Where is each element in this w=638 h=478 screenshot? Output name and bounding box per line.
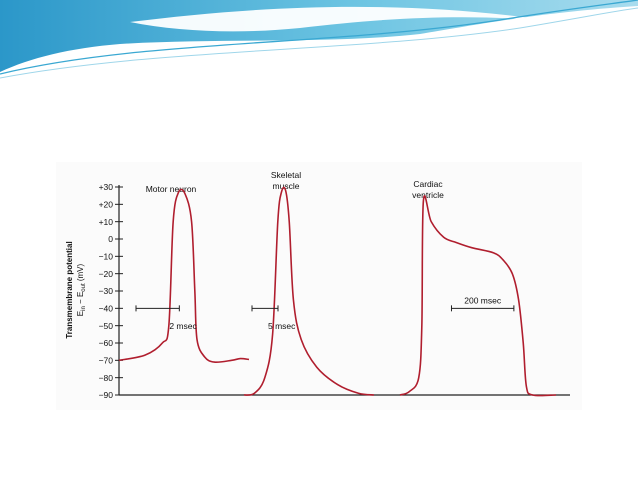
- scale-bar-label: 200 msec: [464, 295, 502, 305]
- header-band: [0, 0, 638, 72]
- y-axis-title-part: out: [81, 283, 87, 292]
- panel-1: Motor neuron 2 msec: [118, 184, 250, 363]
- panel-title: muscle: [273, 181, 300, 191]
- action-potential-figure: Transmembrane potential Ein − Eout (mV) +…: [56, 162, 582, 410]
- y-tick-label: +20: [99, 200, 114, 210]
- y-axis-title-part: E: [76, 311, 85, 316]
- panel-title: ventricle: [412, 190, 444, 200]
- y-tick-label: −40: [99, 304, 114, 314]
- y-axis-title-part: − E: [76, 292, 85, 306]
- header-line-2: [0, 7, 638, 79]
- y-axis-title-line1: Transmembrane potential: [65, 241, 74, 338]
- y-tick-label: −70: [99, 356, 114, 366]
- panel-title: Motor neuron: [146, 184, 197, 194]
- y-tick-label: −80: [99, 373, 114, 383]
- y-axis: +30 +20 +10 0 −10 −20 −30 −40 −50 −60 −70 −80 −90: [99, 182, 570, 400]
- header-white-swoosh: [130, 6, 560, 32]
- y-tick-label: −90: [99, 390, 114, 400]
- header-swoosh: [0, 0, 638, 79]
- action-potential-curve: [118, 188, 250, 363]
- y-tick-label: +30: [99, 182, 114, 192]
- y-axis-title: Transmembrane potential Ein − Eout (mV): [65, 241, 87, 338]
- y-tick-label: −50: [99, 321, 114, 331]
- y-axis-title-part: (mV): [76, 263, 85, 283]
- panel-title: Skeletal: [271, 170, 301, 180]
- y-axis-title-part: in: [81, 306, 87, 311]
- action-potential-curve: [243, 186, 375, 396]
- y-tick-label: +10: [99, 217, 114, 227]
- y-tick-label: −20: [99, 269, 114, 279]
- y-tick-label: 0: [108, 234, 113, 244]
- y-tick-label: −30: [99, 286, 114, 296]
- header-line-1: [0, 0, 638, 75]
- panel-title: Cardiac: [413, 179, 443, 189]
- y-tick-label: −10: [99, 252, 114, 262]
- scale-bar-label: 5 msec: [268, 321, 296, 331]
- y-axis-title-line2: Ein − Eout (mV): [76, 263, 87, 316]
- y-tick-label: −60: [99, 338, 114, 348]
- action-potential-curve: [399, 195, 557, 397]
- y-axis-label: Transmembrane potential Ein − Eout (mV): [65, 241, 87, 338]
- scale-bar-label: 2 msec: [169, 321, 197, 331]
